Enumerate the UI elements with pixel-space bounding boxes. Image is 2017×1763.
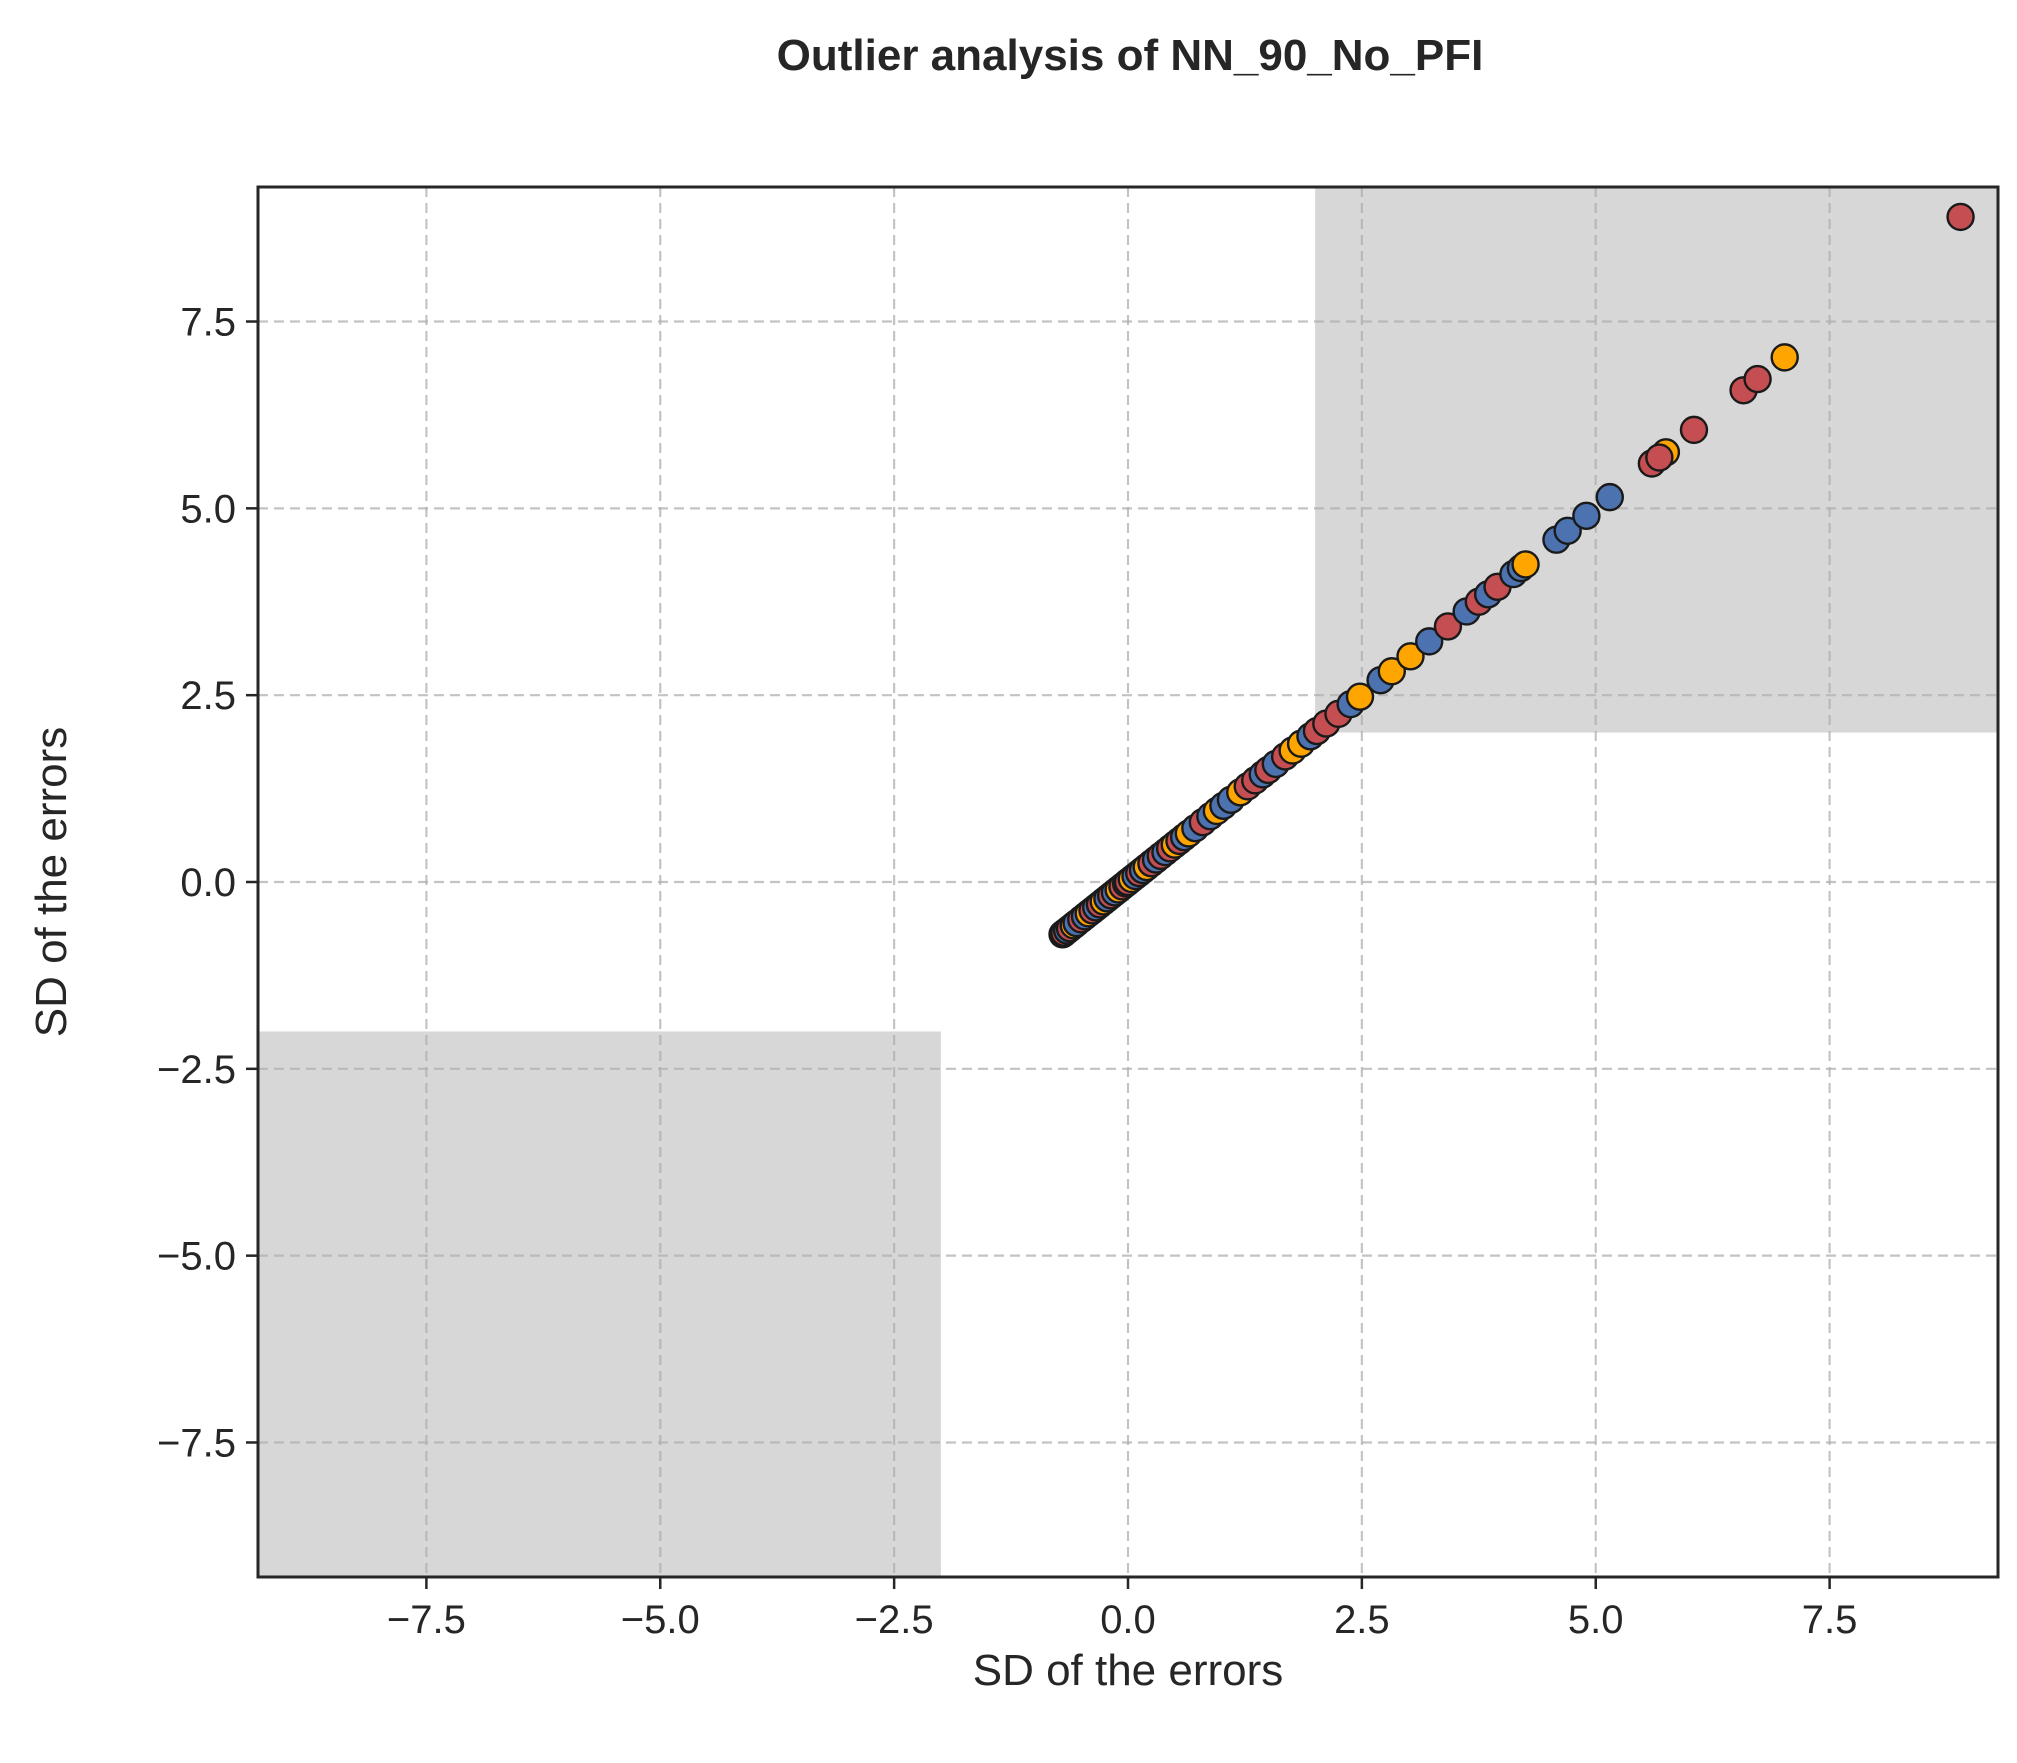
data-point <box>1377 657 1407 686</box>
data-point <box>1396 642 1425 671</box>
y-tick-label: −5.0 <box>157 1235 236 1279</box>
y-tick-label: 0.0 <box>180 861 236 905</box>
y-axis-ticks: −7.5 −5.0 −2.5 0.0 2.5 5.0 7.5 <box>157 301 258 1465</box>
y-tick-label: −7.5 <box>157 1421 236 1465</box>
data-point <box>1946 202 1975 232</box>
data-point <box>1511 550 1540 579</box>
data-point <box>1572 501 1601 531</box>
y-tick-label: 2.5 <box>180 674 236 718</box>
x-tick-label: 0.0 <box>1100 1598 1156 1642</box>
x-tick-label: −2.5 <box>855 1598 934 1642</box>
data-point <box>1770 343 1799 372</box>
data-point <box>1743 364 1772 394</box>
x-tick-label: −5.0 <box>621 1598 700 1642</box>
y-axis-label: SD of the errors <box>27 727 76 1038</box>
y-tick-label: 7.5 <box>180 301 236 345</box>
data-point <box>1345 682 1375 711</box>
data-point <box>1433 612 1463 641</box>
x-tick-label: −7.5 <box>387 1598 466 1642</box>
x-tick-label: 2.5 <box>1334 1598 1390 1642</box>
data-point <box>1553 516 1582 545</box>
x-tick-label: 5.0 <box>1568 1598 1624 1642</box>
data-point <box>1645 443 1674 472</box>
x-axis-label: SD of the errors <box>973 1646 1284 1695</box>
chart-title: Outlier analysis of NN_90_No_PFI <box>777 31 1484 80</box>
data-point <box>1595 482 1624 512</box>
x-tick-label: 7.5 <box>1802 1598 1858 1642</box>
data-point <box>1415 627 1444 656</box>
y-tick-label: 5.0 <box>180 487 236 531</box>
data-points <box>1048 202 1975 949</box>
x-axis-ticks: −7.5 −5.0 −2.5 0.0 2.5 5.0 7.5 <box>387 1577 1858 1642</box>
data-point <box>1679 415 1709 445</box>
y-tick-label: −2.5 <box>157 1048 236 1092</box>
shaded-region-2 <box>258 1031 941 1577</box>
